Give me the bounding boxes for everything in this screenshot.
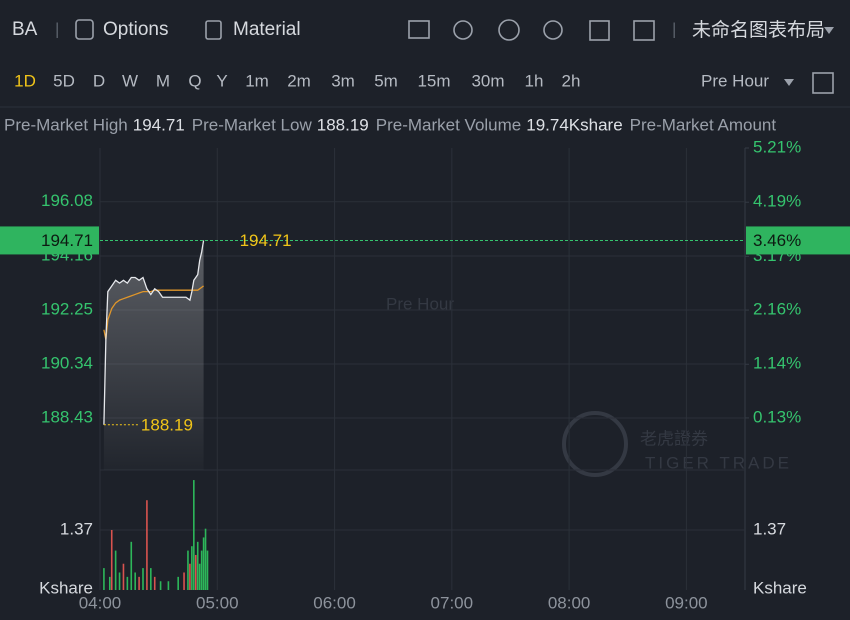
volume-bar <box>193 480 195 590</box>
stat-value: 19.74Kshare <box>526 115 622 134</box>
volume-bar <box>196 541 199 590</box>
last-price-badge <box>0 226 99 255</box>
high-annotation: 194.71 <box>240 231 292 250</box>
x-tick-label: 07:00 <box>431 593 474 612</box>
volume-bar <box>187 550 189 590</box>
material-icon <box>205 20 222 40</box>
volume-bar <box>146 500 148 590</box>
volume-bar <box>202 537 205 590</box>
period-button[interactable]: 15m <box>417 71 450 90</box>
period-button[interactable]: 2h <box>562 71 581 90</box>
period-button[interactable]: 5D <box>53 71 75 90</box>
x-tick-label: 08:00 <box>548 593 591 612</box>
dropdown-arrow <box>784 79 794 86</box>
volume-bar <box>177 576 179 590</box>
period-button[interactable]: 1m <box>245 71 269 90</box>
last-price-label: 194.71 <box>41 231 93 250</box>
price-line <box>103 240 205 425</box>
fullscreen-icon[interactable] <box>812 72 834 94</box>
volume-bar <box>126 576 129 590</box>
stat-value: 188.19 <box>317 115 369 134</box>
volume-bar <box>108 576 111 590</box>
period-button[interactable]: 3m <box>331 71 355 90</box>
volume-bar <box>150 568 152 590</box>
separator: | <box>55 19 59 38</box>
stat-label: Pre-Market High <box>4 115 128 134</box>
period-button[interactable]: W <box>122 71 138 90</box>
volume-bar <box>103 568 105 590</box>
volume-bar <box>114 550 117 590</box>
volume-bar <box>206 550 209 590</box>
session-menu[interactable]: Pre Hour <box>701 71 769 90</box>
stat-label: Pre-Market Amount <box>630 115 777 134</box>
separator: | <box>672 19 676 38</box>
y-tick-label: 192.25 <box>41 299 93 318</box>
y-tick-label: 190.34 <box>41 353 93 372</box>
volume-bar <box>183 572 185 590</box>
stat-label: Pre-Market Volume <box>376 115 522 134</box>
watermark: Pre Hour <box>386 294 454 313</box>
period-button[interactable]: 1h <box>525 71 544 90</box>
volume-bar <box>159 581 162 590</box>
x-tick-label: 06:00 <box>313 593 356 612</box>
period-button[interactable]: 5m <box>374 71 398 90</box>
volume-bar <box>204 528 207 590</box>
y-tick-label: 196.08 <box>41 191 93 210</box>
period-button[interactable]: D <box>93 71 105 90</box>
volume-bar <box>138 576 140 590</box>
low-annotation: 188.19 <box>141 415 193 434</box>
logo-text: 老虎證券 <box>640 429 708 448</box>
volume-bar <box>189 563 191 590</box>
material-button[interactable]: Material <box>233 19 301 40</box>
volume-bar <box>167 581 170 590</box>
y2-tick-label: 4.19% <box>753 192 801 211</box>
volume-tick-label: 1.37 <box>753 519 786 538</box>
options-icon <box>75 19 94 40</box>
y2-tick-label: 0.13% <box>753 407 801 426</box>
period-button[interactable]: Q <box>188 71 201 90</box>
stat-value: 194.71 <box>133 115 185 134</box>
logo-mark <box>562 411 628 477</box>
volume-bar <box>122 563 125 590</box>
period-button[interactable]: 30m <box>471 71 504 90</box>
volume-bar <box>130 541 133 590</box>
y2-tick-label: 2.16% <box>753 300 801 319</box>
volume-unit: Kshare <box>753 578 807 597</box>
last-pct-badge <box>746 226 850 255</box>
volume-bar <box>198 563 201 590</box>
layout-menu[interactable]: 未命名图表布局 <box>692 19 825 41</box>
period-button[interactable]: 2m <box>287 71 311 90</box>
stat-label: Pre-Market Low <box>192 115 313 134</box>
last-pct-label: 3.46% <box>753 231 801 250</box>
stats-bar: Pre-Market High 194.71 Pre-Market Low 188.1… <box>4 115 776 134</box>
x-tick-label: 09:00 <box>665 593 708 612</box>
volume-bar <box>110 530 113 590</box>
volume-bar <box>118 572 121 590</box>
x-tick-label: 04:00 <box>79 593 122 612</box>
volume-bar <box>142 568 144 590</box>
symbol[interactable]: BA <box>12 19 38 40</box>
period-button[interactable]: M <box>156 71 170 90</box>
dropdown-arrow <box>824 27 834 34</box>
period-button[interactable]: Y <box>216 71 227 90</box>
x-tick-label: 05:00 <box>196 593 239 612</box>
volume-bar <box>134 572 136 590</box>
y-tick-label: 188.43 <box>41 407 93 426</box>
y2-tick-label: 5.21% <box>753 137 801 156</box>
options-button[interactable]: Options <box>103 19 168 40</box>
volume-tick-label: 1.37 <box>60 519 93 538</box>
tool-icons[interactable] <box>408 19 655 41</box>
volume-unit: Kshare <box>39 578 93 597</box>
logo-subtext: TIGER TRADE <box>645 453 792 472</box>
period-button[interactable]: 1D <box>14 71 36 90</box>
volume-bar <box>191 546 193 590</box>
volume-bar <box>153 576 156 590</box>
volume-bar <box>194 554 197 590</box>
volume-bar <box>200 550 203 590</box>
y2-tick-label: 1.14% <box>753 354 801 373</box>
